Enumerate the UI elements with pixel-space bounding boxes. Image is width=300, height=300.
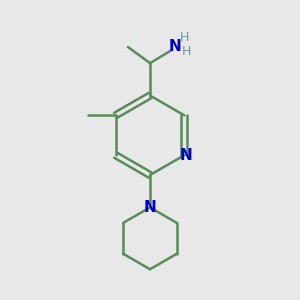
Text: H: H bbox=[182, 45, 191, 58]
Text: N: N bbox=[169, 39, 182, 54]
Text: H: H bbox=[180, 31, 189, 44]
Text: N: N bbox=[179, 148, 192, 163]
Text: N: N bbox=[144, 200, 156, 215]
